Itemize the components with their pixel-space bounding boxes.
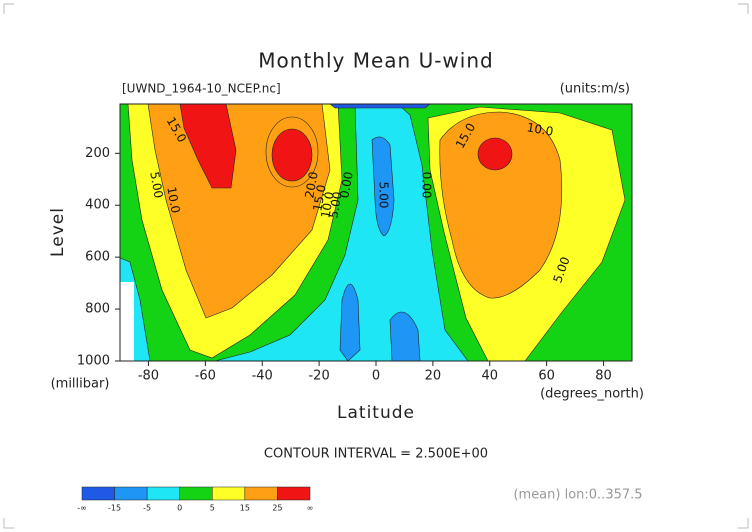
x-tick-label: 80 <box>595 369 612 384</box>
x-tick-label: -60 <box>195 369 216 384</box>
colorbar-swatch <box>179 486 213 501</box>
colorbar-swatch <box>212 486 246 501</box>
contour-fill <box>371 136 395 237</box>
contour-field: 15.010.05.00 20.015.010.05.000.00 5.00 0.00… <box>120 104 632 361</box>
contour-fill <box>329 104 431 109</box>
x-tick-label: -20 <box>308 369 329 384</box>
chart-title: Monthly Mean U-wind <box>258 49 493 73</box>
colorbar-swatch <box>244 486 278 501</box>
colorbar-label: -∞ <box>77 504 87 513</box>
contour-fill <box>179 104 237 189</box>
contour-label: 20.0 <box>302 171 320 200</box>
contour-label: 0.00 <box>337 171 355 200</box>
colorbar-swatch <box>146 486 180 501</box>
x-tick-label: 40 <box>482 369 499 384</box>
missing-area <box>120 282 134 361</box>
subtitle: [UWND_1964-10_NCEP.nc] <box>122 82 281 96</box>
colorbar-swatch <box>277 486 311 501</box>
contour-fill <box>339 283 361 361</box>
x-tick-label: 60 <box>538 369 555 384</box>
contour-interval: CONTOUR INTERVAL = 2.500E+00 <box>264 447 488 462</box>
contour-fill <box>439 111 563 299</box>
colorbar-label: 15 <box>240 504 250 513</box>
colorbar-label: -15 <box>108 504 121 513</box>
x-axis-unit: (degrees_north) <box>540 387 644 402</box>
colorbar-swatch <box>81 486 115 501</box>
contour-fill <box>477 137 513 171</box>
contour-label: 10.0 <box>526 120 555 138</box>
y-tick-label: 200 <box>85 146 110 161</box>
colorbar-swatch <box>114 486 148 501</box>
colorbar-label: 25 <box>272 504 282 513</box>
contour-label: 15.0 <box>310 184 328 213</box>
contour-label: 5.00 <box>326 191 344 220</box>
colorbar-label: 0 <box>177 504 182 513</box>
y-tick-label: 800 <box>85 302 110 317</box>
contour-fill <box>271 128 313 182</box>
contour-label: 5.00 <box>147 171 165 200</box>
corner-marks <box>3 3 749 529</box>
contour-label: 10.0 <box>318 191 336 220</box>
x-tick-label: 20 <box>425 369 442 384</box>
x-tick-label: -40 <box>252 369 273 384</box>
x-tick-label: 0 <box>372 369 380 384</box>
units: (units:m/s) <box>560 82 630 97</box>
contour-label: 10.0 <box>164 186 182 215</box>
contour-label: 0.00 <box>420 172 434 199</box>
y-tick-label: 400 <box>85 198 110 213</box>
colorbar-label: 5 <box>210 504 215 513</box>
y-tick-label: 600 <box>85 250 110 265</box>
note: (mean) lon:0..357.5 <box>513 488 642 503</box>
x-axis-label: Latitude <box>337 403 415 423</box>
x-tick-label: -80 <box>138 369 159 384</box>
colorbar-label: ∞ <box>307 504 314 513</box>
contour-fill <box>389 311 421 361</box>
y-tick-label: 1000 <box>77 354 110 369</box>
colorbar-label: -5 <box>143 504 151 513</box>
y-axis-label: Level <box>48 207 68 257</box>
y-axis-unit: (millibar) <box>51 377 110 392</box>
contour-label: 5.00 <box>377 182 391 209</box>
